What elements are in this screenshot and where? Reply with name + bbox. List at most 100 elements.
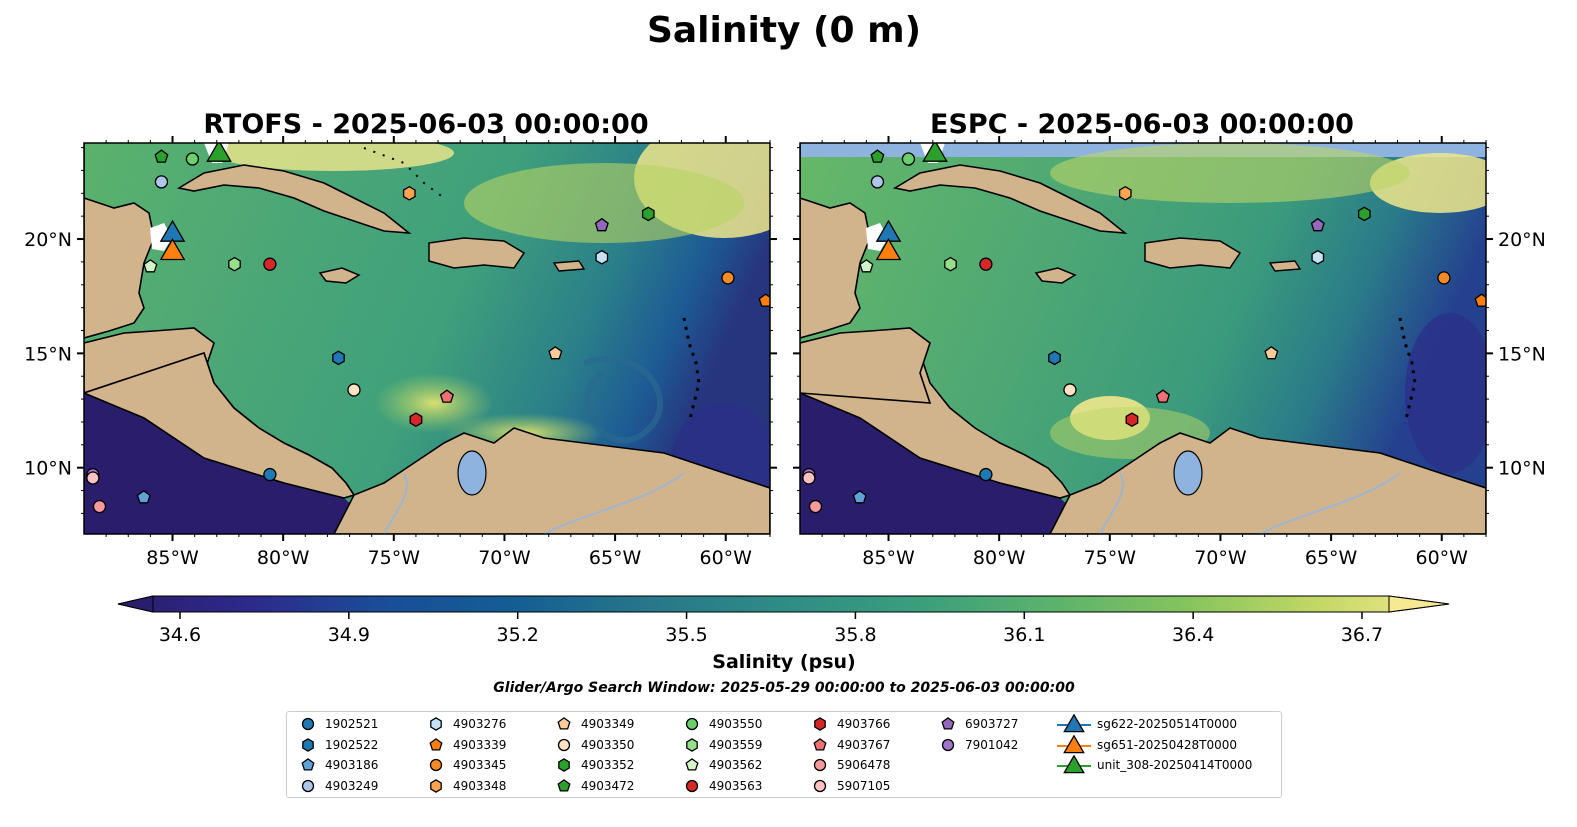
marker-5907105 bbox=[86, 471, 100, 485]
marker-4903276 bbox=[1311, 249, 1325, 265]
legend-marker-icon bbox=[301, 717, 315, 731]
marker-4903766 bbox=[409, 412, 423, 428]
marker-4903559 bbox=[228, 256, 241, 272]
marker-4903348 bbox=[1118, 185, 1132, 201]
lon-tick-label: 65°W bbox=[1305, 547, 1358, 569]
marker-1902522 bbox=[1048, 350, 1061, 366]
legend-shape bbox=[941, 717, 955, 730]
legend-label: 4903349 bbox=[581, 717, 635, 731]
colorbar-extend-low bbox=[117, 595, 154, 613]
legend-shape bbox=[558, 758, 570, 772]
legend-marker-icon bbox=[941, 717, 955, 730]
lon-tick-label: 80°W bbox=[257, 547, 310, 569]
legend-shape bbox=[557, 738, 571, 751]
legend-shape bbox=[686, 737, 698, 752]
legend-item: 4903563 bbox=[681, 776, 762, 796]
legend-item: 1902522 bbox=[297, 735, 378, 755]
search-window-caption: Glider/Argo Search Window: 2025-05-29 00… bbox=[493, 680, 1075, 696]
legend-marker-icon bbox=[813, 779, 827, 792]
legend-shape bbox=[430, 717, 442, 731]
legend-shape bbox=[813, 779, 827, 792]
legend-item: 4903349 bbox=[553, 714, 634, 734]
legend-label: 4903550 bbox=[709, 717, 763, 731]
legend-item: sg651-20250428T0000 bbox=[1057, 734, 1237, 755]
marker-4903339 bbox=[1474, 293, 1486, 307]
legend-marker-icon bbox=[685, 758, 699, 771]
colorbar-extend-high bbox=[1388, 595, 1450, 613]
legend-item: 4903767 bbox=[809, 735, 890, 755]
colorbar-tick-label: 36.4 bbox=[1172, 624, 1214, 646]
legend-label: 4903348 bbox=[453, 778, 507, 793]
marker-layer-rtofs bbox=[86, 143, 770, 514]
marker-sg651-20250428T0000 bbox=[875, 238, 902, 261]
legend-item: 4903348 bbox=[425, 776, 506, 796]
legend-shape bbox=[430, 778, 442, 793]
marker-4903276 bbox=[595, 249, 609, 265]
legend-triangle bbox=[1063, 755, 1085, 774]
legend-item: 4903249 bbox=[297, 776, 378, 796]
ticks-rtofs: 85°W 80°W 75°W 70°W 65°W 60°W 20°N 15°N 10°N bbox=[24, 136, 777, 569]
marker-4903345 bbox=[1437, 271, 1451, 285]
marker-5906478 bbox=[808, 499, 823, 514]
legend-item: 7901042 bbox=[937, 735, 1018, 755]
legend-marker-icon bbox=[558, 758, 570, 772]
legend-shape bbox=[685, 717, 699, 731]
colorbar-bar bbox=[117, 595, 1450, 613]
legend: 1902521 1902522 4903186 4903249 4903276 49033… bbox=[286, 711, 1282, 798]
marker-4903186 bbox=[136, 489, 151, 504]
legend-label: 1902521 bbox=[325, 717, 379, 731]
legend-marker-icon bbox=[814, 717, 826, 731]
legend-shape bbox=[813, 737, 827, 751]
legend-marker-icon bbox=[301, 779, 315, 792]
legend-marker-icon bbox=[429, 737, 443, 751]
marker-4903767 bbox=[1155, 389, 1170, 403]
marker-4903352 bbox=[1357, 206, 1371, 222]
marker-unit_308-20250414T0000 bbox=[206, 143, 232, 162]
colorbar: 34.6 34.9 35.2 35.5 35.8 36.1 36.4 36.7 Salinit… bbox=[117, 595, 1450, 673]
panel-title-espc: ESPC - 2025-06-03 00:00:00 bbox=[930, 109, 1354, 140]
legend-marker-icon bbox=[430, 778, 442, 793]
map-panel-rtofs: RTOFS - 2025-06-03 00:00:00 bbox=[24, 109, 814, 569]
map-area-rtofs[interactable] bbox=[84, 118, 814, 543]
marker-4903562 bbox=[859, 259, 874, 273]
marker-4903563 bbox=[979, 257, 993, 271]
legend-marker-icon bbox=[941, 738, 955, 751]
lat-tick-label: 10°N bbox=[1498, 458, 1546, 480]
marker-4903563 bbox=[263, 257, 277, 271]
legend-label: 4903766 bbox=[837, 717, 891, 731]
marker-4903345 bbox=[721, 271, 735, 285]
legend-shape bbox=[814, 717, 826, 731]
legend-item: 4903559 bbox=[681, 735, 762, 755]
legend-marker-icon bbox=[1057, 714, 1091, 733]
legend-shape bbox=[302, 737, 314, 752]
marker-4903348 bbox=[402, 185, 416, 201]
marker-5907105 bbox=[802, 471, 816, 485]
colorbar-tick-label: 34.9 bbox=[328, 624, 370, 646]
legend-label: 5907105 bbox=[837, 778, 891, 793]
legend-shape bbox=[685, 758, 699, 771]
marker-4903352 bbox=[641, 206, 655, 222]
legend-marker-icon bbox=[813, 737, 827, 751]
legend-marker-icon bbox=[1057, 734, 1091, 753]
marker-4903559 bbox=[944, 256, 957, 272]
marker-4903339 bbox=[758, 293, 770, 307]
legend-item: unit_308-20250414T0000 bbox=[1057, 755, 1252, 775]
legend-item: 4903352 bbox=[553, 755, 634, 775]
legend-item: 6903727 bbox=[937, 714, 1018, 734]
marker-4903472 bbox=[870, 149, 885, 163]
legend-marker-icon bbox=[557, 738, 571, 751]
map-area-espc[interactable] bbox=[800, 141, 1510, 534]
lon-tick-label: 85°W bbox=[862, 547, 915, 569]
colorbar-tick-label: 36.7 bbox=[1341, 624, 1383, 646]
legend-marker-icon bbox=[557, 778, 571, 792]
colorbar-tick-label: 36.1 bbox=[1003, 624, 1045, 646]
marker-4903562 bbox=[143, 259, 158, 273]
legend-label: 4903563 bbox=[709, 778, 763, 793]
legend-shape bbox=[813, 758, 827, 772]
colorbar-tick-label: 34.6 bbox=[159, 624, 201, 646]
lon-tick-label: 85°W bbox=[146, 547, 199, 569]
figure-title: Salinity (0 m) bbox=[647, 10, 921, 51]
legend-shape bbox=[301, 779, 315, 792]
legend-label: 4903472 bbox=[581, 778, 635, 793]
legend-label: sg622-20250514T0000 bbox=[1097, 717, 1238, 731]
